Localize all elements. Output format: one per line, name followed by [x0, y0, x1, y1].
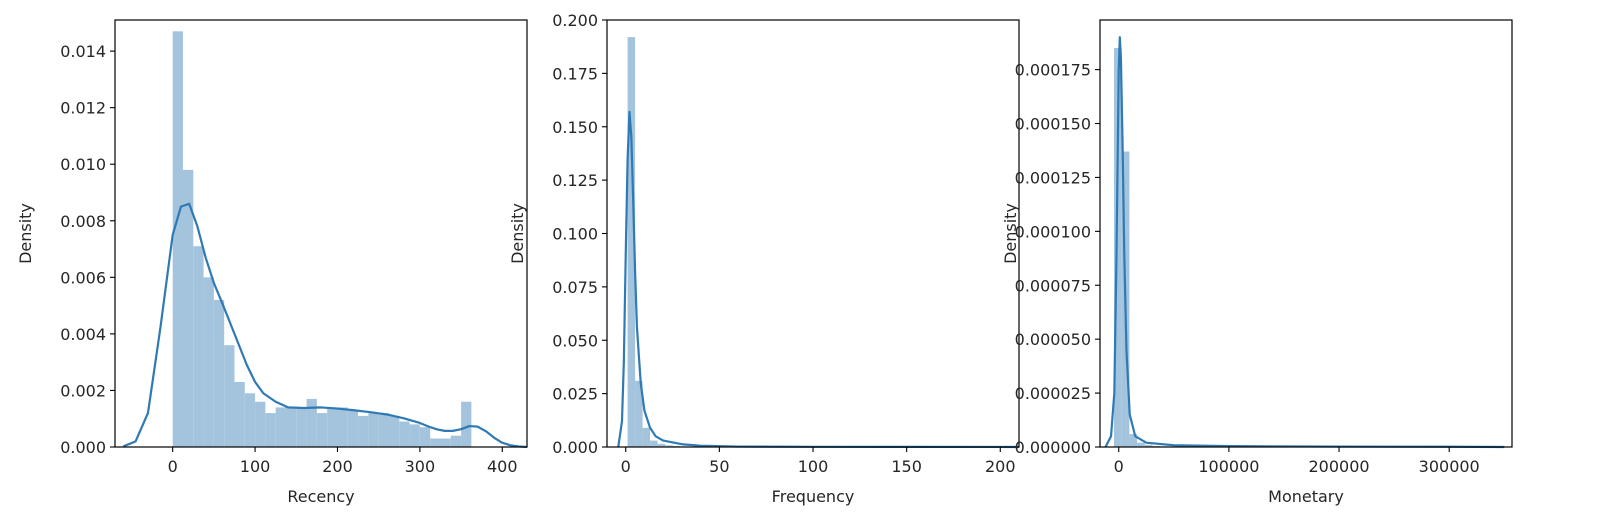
histogram-bar — [409, 424, 420, 447]
x-tick-label: 200 — [322, 457, 353, 476]
histogram-bar — [399, 421, 410, 447]
y-tick-label: 0.014 — [60, 42, 106, 61]
histogram-bar — [368, 413, 379, 447]
histogram-bar — [1129, 434, 1138, 447]
histogram-bar — [642, 427, 651, 447]
histogram-bar — [316, 413, 328, 447]
histogram-bar — [234, 381, 245, 447]
histogram-bar — [213, 299, 225, 447]
histogram-bar — [430, 438, 441, 447]
x-tick-label: 0 — [621, 457, 631, 476]
histogram-bar — [358, 415, 369, 447]
histogram-bar — [255, 401, 266, 447]
histogram-bar — [244, 393, 256, 447]
y-tick-label: 0.075 — [552, 278, 598, 297]
y-tick-label: 0.000075 — [1015, 276, 1091, 295]
chart-panel-2: 0 50 100 150 200 0.000 0.025 0.050 0.075 0.100 0.1… — [508, 11, 1020, 506]
histogram-bar — [1137, 442, 1145, 447]
y-tick-label: 0.008 — [60, 212, 106, 231]
histogram-bar — [347, 410, 359, 447]
chart-panel-3: 0 100000 200000 300000 0.000000 0.000025 0.000… — [1001, 19, 1513, 506]
x-tick-label: 100 — [240, 457, 271, 476]
kde-line — [1104, 36, 1505, 449]
histogram-bar — [203, 277, 214, 447]
y-tick-label: 0.000100 — [1015, 222, 1091, 241]
x-tick-label: 300 — [405, 457, 436, 476]
histogram-bar — [627, 37, 636, 447]
histogram-bar — [285, 407, 297, 447]
x-tick-label: 100000 — [1198, 457, 1259, 476]
y-tick-label: 0.000 — [60, 438, 106, 457]
axes-frame — [606, 19, 1020, 448]
x-axis-label: Recency — [287, 487, 354, 506]
x-tick-label: 400 — [487, 457, 518, 476]
x-tick-label: 100 — [798, 457, 829, 476]
histogram-bar — [461, 401, 472, 447]
chart-panel-1: 0 100 200 300 400 0.000 0.002 0.004 0.006 0.008 0.… — [16, 19, 528, 506]
x-tick-label: 200 — [985, 457, 1016, 476]
x-tick-label: 50 — [709, 457, 729, 476]
histogram-bar — [1113, 48, 1122, 448]
x-tick-label: 200000 — [1309, 457, 1370, 476]
x-axis-label: Monetary — [1268, 487, 1344, 506]
y-tick-label: 0.000025 — [1015, 384, 1091, 403]
histogram-bar — [306, 398, 317, 447]
x-axis-label: Frequency — [772, 487, 855, 506]
y-tick-label: 0.012 — [60, 99, 106, 118]
kde-line — [617, 110, 1020, 449]
axes-frame — [114, 19, 528, 448]
x-tick-label: 0 — [1114, 457, 1124, 476]
histogram-bar — [193, 246, 204, 447]
y-tick-label: 0.175 — [552, 64, 598, 83]
histogram-bar — [275, 407, 286, 447]
y-tick-label: 0.125 — [552, 171, 598, 190]
y-tick-label: 0.050 — [552, 331, 598, 350]
y-tick-label: 0.002 — [60, 381, 106, 400]
y-tick-label: 0.000000 — [1015, 438, 1091, 457]
histogram-bar — [296, 407, 307, 447]
histogram-bar — [635, 380, 643, 447]
histogram-bar — [650, 440, 658, 447]
histogram-bar — [265, 413, 276, 447]
x-tick-label: 150 — [891, 457, 922, 476]
histogram-bar — [440, 438, 451, 447]
histogram-bar — [388, 415, 400, 447]
y-axis-label: Density — [508, 203, 527, 264]
histogram-bar — [1144, 444, 1153, 447]
y-tick-label: 0.010 — [60, 155, 106, 174]
histogram-bar — [419, 427, 431, 447]
y-tick-label: 0.000125 — [1015, 168, 1091, 187]
x-tick-label: 0 — [168, 457, 178, 476]
histogram-bar — [224, 345, 235, 447]
histogram-bar — [172, 31, 183, 448]
histogram-bar — [657, 443, 666, 447]
y-tick-label: 0.100 — [552, 225, 598, 244]
histogram-bar — [327, 407, 338, 447]
histogram-bar — [378, 413, 389, 447]
y-tick-label: 0.004 — [60, 325, 106, 344]
kde-line — [122, 202, 528, 449]
y-tick-label: 0.000 — [552, 438, 598, 457]
y-axis-label: Density — [16, 203, 35, 264]
y-tick-label: 0.000050 — [1015, 330, 1091, 349]
x-tick-label: 300000 — [1419, 457, 1480, 476]
y-tick-label: 0.000175 — [1015, 61, 1091, 80]
histogram-bar — [337, 407, 348, 447]
axes-frame — [1099, 19, 1513, 448]
histogram-bar — [450, 435, 462, 447]
y-tick-label: 0.025 — [552, 385, 598, 404]
y-tick-label: 0.200 — [552, 11, 598, 30]
histogram-bar — [182, 169, 194, 447]
y-tick-label: 0.000150 — [1015, 115, 1091, 134]
y-tick-label: 0.150 — [552, 118, 598, 137]
y-axis-label: Density — [1001, 203, 1020, 264]
histogram-bar — [665, 445, 673, 447]
y-tick-label: 0.006 — [60, 268, 106, 287]
